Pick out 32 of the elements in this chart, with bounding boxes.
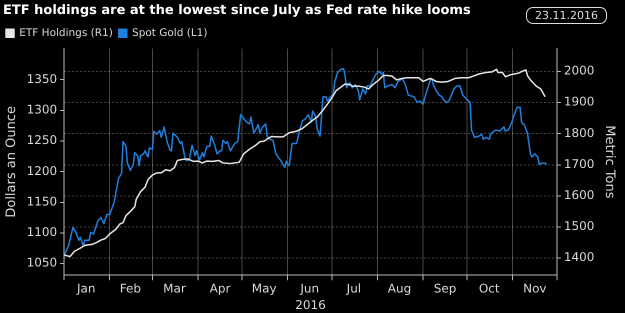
x-tick-label: Nov [523,282,547,296]
y-tick-label: 1200 [26,164,58,178]
x-tick-label: Jun [299,282,320,296]
chart-title: ETF holdings are at the lowest since July as Fed rate hike looms [3,3,471,18]
x-tick-label: Apr [210,282,230,296]
y-tick-label: 1150 [26,194,58,208]
x-tick-label: Aug [388,282,412,296]
y2-tick-label: 1800 [564,126,594,140]
y2-tick-label: 1700 [564,156,594,171]
legend-label: ETF Holdings (R1) [19,26,113,39]
y-tick-label: 1300 [26,102,58,117]
x-tick-label: Mar [163,282,186,296]
x-tick-label: Oct [478,282,500,296]
x-tick-label: Jul [346,282,362,296]
x-axis-title: 2016 [295,298,326,312]
x-tick-label: Feb [120,282,141,296]
x-tick-label: Sep [434,282,456,296]
y-tick-label: 1250 [26,133,58,148]
y2-tick-label: 1400 [564,250,594,264]
text: 23.11.2016 [526,7,607,24]
y2-axis-title: Metric Tons [602,125,617,199]
x-tick-label: Jan [76,282,96,296]
y-tick-label: 1050 [26,256,58,270]
y-tick-label: 1100 [26,225,58,240]
legend-label: Spot Gold (L1) [132,26,208,39]
y-axis-title: Dollars an Ounce [4,106,20,218]
y2-tick-label: 1900 [564,94,594,109]
x-tick-label: May [252,282,277,296]
y2-tick-label: 1500 [564,219,594,234]
y-tick-label: 1350 [26,72,58,86]
y2-tick-label: 1600 [564,188,594,202]
y2-tick-label: 2000 [564,64,594,78]
